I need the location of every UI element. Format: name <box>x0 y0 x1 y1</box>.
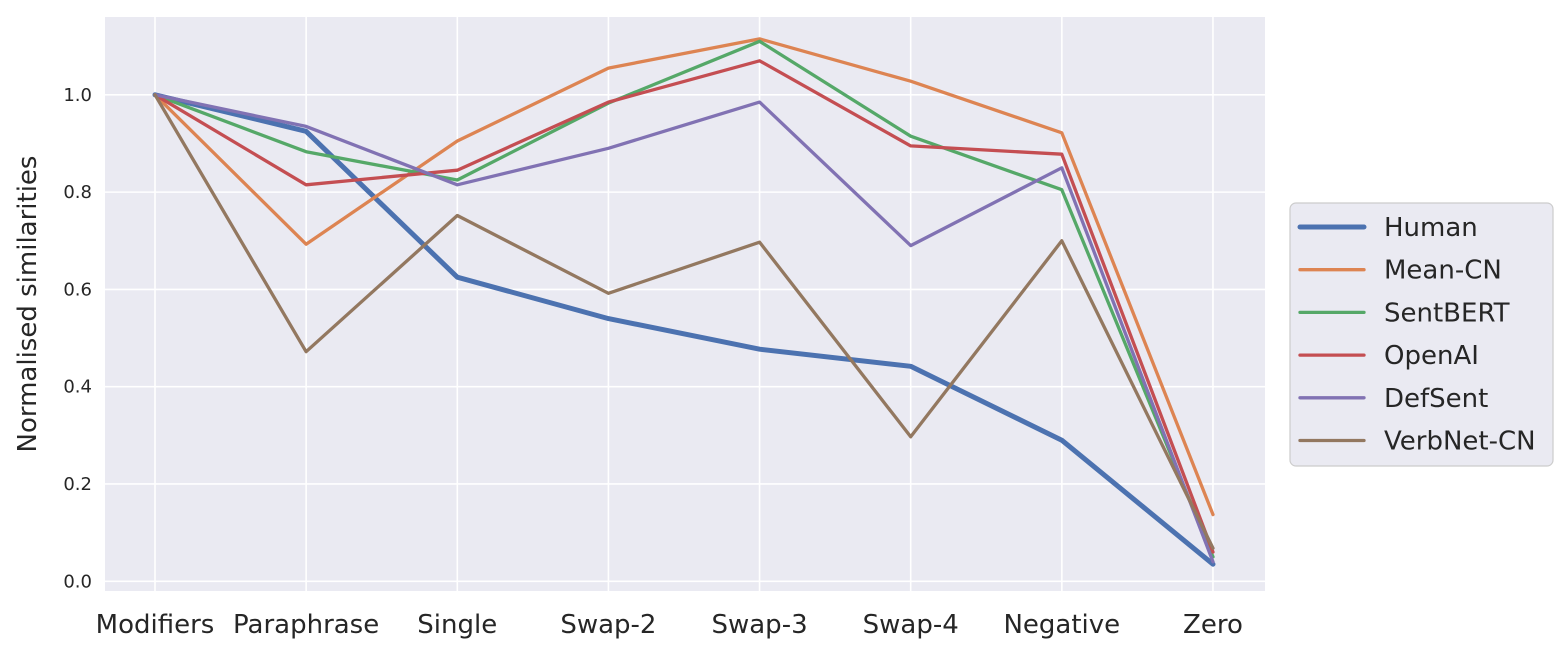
x-tick-label: Swap-3 <box>711 610 807 640</box>
x-tick-label: Swap-2 <box>560 610 656 640</box>
plot-background <box>105 17 1265 591</box>
series-line-openai <box>153 59 1215 554</box>
legend-label: DefSent <box>1384 384 1488 414</box>
x-tick-labels: Modifiers Paraphrase Single Swap-2 Swap-3 Swa… <box>96 610 1243 640</box>
series-line-verbnet-cn <box>153 93 1215 550</box>
grid-lines <box>105 17 1265 591</box>
series-line-defsent <box>153 93 1215 564</box>
x-tick-label: Single <box>417 610 497 640</box>
legend-label: VerbNet-CN <box>1384 427 1536 457</box>
legend-label: OpenAI <box>1384 341 1479 371</box>
y-tick-label: 0.8 <box>63 182 92 203</box>
x-tick-label: Zero <box>1183 610 1243 640</box>
x-tick-label: Negative <box>1003 610 1120 640</box>
y-tick-labels: 0.0 0.2 0.4 0.6 0.8 1.0 <box>63 85 92 592</box>
y-tick-label: 0.4 <box>63 377 92 398</box>
legend-label: Mean-CN <box>1384 256 1502 286</box>
legend-label: SentBERT <box>1384 298 1510 328</box>
y-tick-label: 0.2 <box>63 474 92 495</box>
y-tick-label: 0.0 <box>63 571 92 592</box>
x-tick-label: Swap-4 <box>863 610 959 640</box>
y-tick-label: 1.0 <box>63 85 92 106</box>
series-line-mean-cn <box>153 37 1215 517</box>
x-tick-label: Paraphrase <box>233 610 379 640</box>
series-lines <box>152 37 1216 567</box>
legend-label: Human <box>1384 213 1478 243</box>
x-tick-label: Modifiers <box>96 610 215 640</box>
y-axis-label: Normalised similarities <box>13 156 43 453</box>
legend: Human Mean-CN SentBERT OpenAI DefSent VerbNet… <box>1289 202 1554 467</box>
y-tick-label: 0.6 <box>63 279 92 300</box>
